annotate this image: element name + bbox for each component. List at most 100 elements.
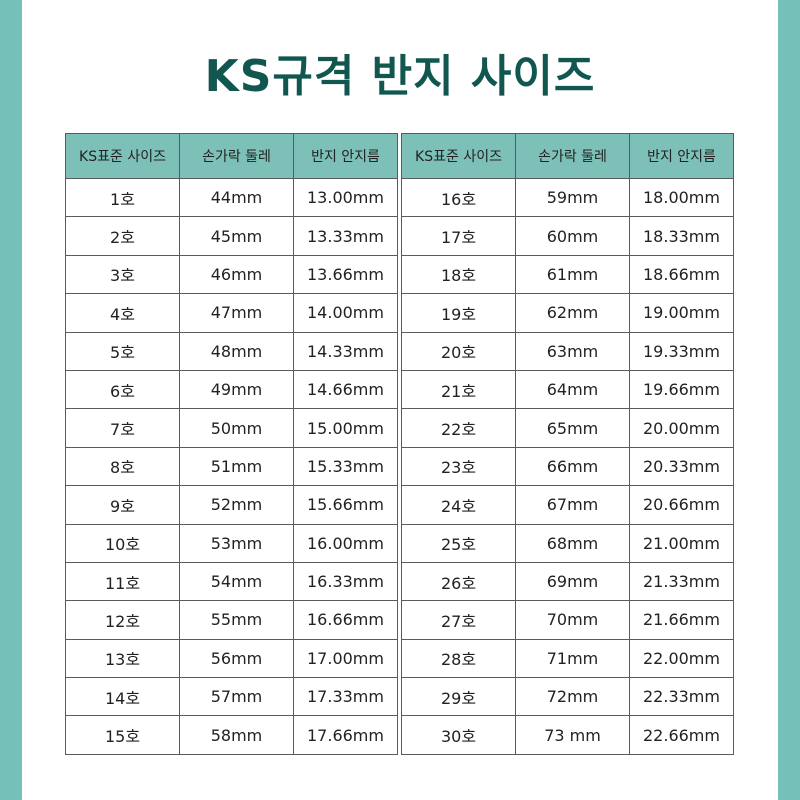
header-ring-inner-diameter: 반지 안지름 <box>293 133 398 179</box>
cell-finger-circumference: 49mm <box>179 369 294 410</box>
cell-ring-inner-diameter: 15.66mm <box>293 485 398 525</box>
cell-ks-size: 27호 <box>401 600 516 640</box>
cell-ring-inner-diameter: 13.66mm <box>293 254 398 295</box>
cell-ring-inner-diameter: 13.00mm <box>293 177 398 218</box>
cell-ring-inner-diameter: 17.66mm <box>293 715 398 755</box>
table-row: 19호 62mm 19.00mm <box>401 293 734 333</box>
cell-ks-size: 1호 <box>65 177 180 218</box>
ring-size-table-left: KS표준 사이즈 손가락 둘레 반지 안지름 1호 44mm 13.00mm 2호 45… <box>65 133 398 755</box>
table-row: 11호 54mm 16.33mm <box>65 561 398 602</box>
table-row: 2호 45mm 13.33mm <box>65 216 398 256</box>
table-row: 8호 51mm 15.33mm <box>65 446 398 487</box>
cell-finger-circumference: 54mm <box>179 561 294 602</box>
cell-ring-inner-diameter: 20.00mm <box>629 408 734 448</box>
header-ks-size: KS표준 사이즈 <box>401 133 516 179</box>
table-row: 22호 65mm 20.00mm <box>401 408 734 448</box>
header-finger-circumference: 손가락 둘레 <box>179 133 294 179</box>
table-row: 21호 64mm 19.66mm <box>401 369 734 410</box>
cell-finger-circumference: 51mm <box>179 446 294 487</box>
cell-ks-size: 30호 <box>401 715 516 755</box>
cell-ks-size: 21호 <box>401 369 516 410</box>
table-row: 20호 63mm 19.33mm <box>401 331 734 371</box>
cell-finger-circumference: 60mm <box>515 216 630 256</box>
cell-ks-size: 24호 <box>401 485 516 525</box>
cell-ks-size: 4호 <box>65 293 180 333</box>
right-accent-bar <box>778 0 800 800</box>
cell-ks-size: 22호 <box>401 408 516 448</box>
cell-ring-inner-diameter: 14.33mm <box>293 331 398 371</box>
cell-ks-size: 16호 <box>401 177 516 218</box>
table-row: 12호 55mm 16.66mm <box>65 600 398 640</box>
cell-ring-inner-diameter: 14.66mm <box>293 369 398 410</box>
cell-finger-circumference: 47mm <box>179 293 294 333</box>
cell-finger-circumference: 70mm <box>515 600 630 640</box>
cell-ring-inner-diameter: 16.66mm <box>293 600 398 640</box>
table-row: 28호 71mm 22.00mm <box>401 638 734 679</box>
cell-finger-circumference: 68mm <box>515 523 630 563</box>
cell-ks-size: 29호 <box>401 677 516 717</box>
cell-ks-size: 17호 <box>401 216 516 256</box>
cell-finger-circumference: 44mm <box>179 177 294 218</box>
cell-finger-circumference: 53mm <box>179 523 294 563</box>
table-row: 25호 68mm 21.00mm <box>401 523 734 563</box>
cell-ring-inner-diameter: 22.66mm <box>629 715 734 755</box>
table-row: 27호 70mm 21.66mm <box>401 600 734 640</box>
table-row: 9호 52mm 15.66mm <box>65 485 398 525</box>
cell-ring-inner-diameter: 19.66mm <box>629 369 734 410</box>
cell-ks-size: 10호 <box>65 523 180 563</box>
cell-ring-inner-diameter: 16.33mm <box>293 561 398 602</box>
cell-finger-circumference: 55mm <box>179 600 294 640</box>
cell-ks-size: 11호 <box>65 561 180 602</box>
cell-ring-inner-diameter: 19.33mm <box>629 331 734 371</box>
table-row: 18호 61mm 18.66mm <box>401 254 734 295</box>
cell-finger-circumference: 50mm <box>179 408 294 448</box>
cell-ring-inner-diameter: 16.00mm <box>293 523 398 563</box>
cell-finger-circumference: 65mm <box>515 408 630 448</box>
cell-ks-size: 25호 <box>401 523 516 563</box>
cell-finger-circumference: 66mm <box>515 446 630 487</box>
cell-ks-size: 20호 <box>401 331 516 371</box>
cell-ks-size: 2호 <box>65 216 180 256</box>
cell-ring-inner-diameter: 21.33mm <box>629 561 734 602</box>
cell-ks-size: 6호 <box>65 369 180 410</box>
header-ks-size: KS표준 사이즈 <box>65 133 180 179</box>
cell-ks-size: 12호 <box>65 600 180 640</box>
table-row: 16호 59mm 18.00mm <box>401 177 734 218</box>
table-header-row: KS표준 사이즈 손가락 둘레 반지 안지름 <box>65 133 398 179</box>
table-row: 13호 56mm 17.00mm <box>65 638 398 679</box>
cell-ring-inner-diameter: 18.33mm <box>629 216 734 256</box>
cell-ring-inner-diameter: 22.00mm <box>629 638 734 679</box>
cell-ks-size: 15호 <box>65 715 180 755</box>
cell-finger-circumference: 56mm <box>179 638 294 679</box>
table-row: 7호 50mm 15.00mm <box>65 408 398 448</box>
ring-size-table-right: KS표준 사이즈 손가락 둘레 반지 안지름 16호 59mm 18.00mm 17호… <box>401 133 734 755</box>
cell-ring-inner-diameter: 20.66mm <box>629 485 734 525</box>
cell-ks-size: 5호 <box>65 331 180 371</box>
header-ring-inner-diameter: 반지 안지름 <box>629 133 734 179</box>
cell-ring-inner-diameter: 19.00mm <box>629 293 734 333</box>
cell-ks-size: 26호 <box>401 561 516 602</box>
table-header-row: KS표준 사이즈 손가락 둘레 반지 안지름 <box>401 133 734 179</box>
page-title: KS규격 반지 사이즈 <box>204 51 596 102</box>
cell-ks-size: 19호 <box>401 293 516 333</box>
cell-ring-inner-diameter: 21.66mm <box>629 600 734 640</box>
cell-ks-size: 7호 <box>65 408 180 448</box>
table-row: 24호 67mm 20.66mm <box>401 485 734 525</box>
table-row: 10호 53mm 16.00mm <box>65 523 398 563</box>
header-finger-circumference: 손가락 둘레 <box>515 133 630 179</box>
table-body: 1호 44mm 13.00mm 2호 45mm 13.33mm 3호 46mm 13.66mm 4… <box>65 177 398 755</box>
table-row: 23호 66mm 20.33mm <box>401 446 734 487</box>
cell-finger-circumference: 72mm <box>515 677 630 717</box>
cell-ring-inner-diameter: 22.33mm <box>629 677 734 717</box>
cell-finger-circumference: 45mm <box>179 216 294 256</box>
cell-finger-circumference: 64mm <box>515 369 630 410</box>
cell-ks-size: 23호 <box>401 446 516 487</box>
cell-finger-circumference: 71mm <box>515 638 630 679</box>
cell-ring-inner-diameter: 18.00mm <box>629 177 734 218</box>
cell-ks-size: 28호 <box>401 638 516 679</box>
cell-finger-circumference: 52mm <box>179 485 294 525</box>
table-row: 5호 48mm 14.33mm <box>65 331 398 371</box>
cell-ring-inner-diameter: 17.00mm <box>293 638 398 679</box>
table-row: 26호 69mm 21.33mm <box>401 561 734 602</box>
cell-ring-inner-diameter: 14.00mm <box>293 293 398 333</box>
